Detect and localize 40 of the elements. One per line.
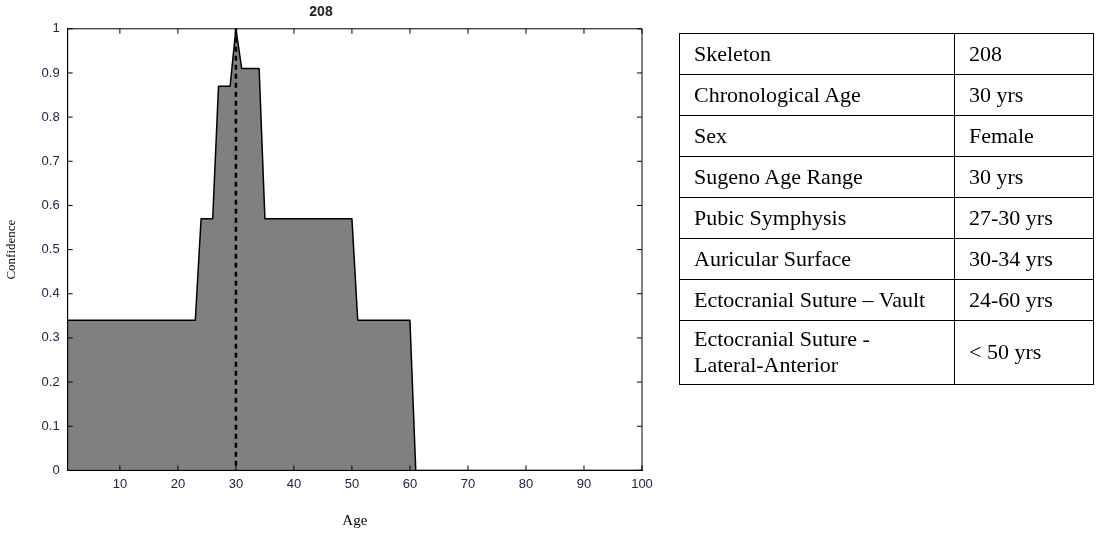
y-tick-label: 0.3 <box>41 329 60 345</box>
y-axis-title: Confidence <box>3 219 19 280</box>
x-tick-label: 40 <box>286 475 302 491</box>
category-label: Skeleton <box>679 33 955 75</box>
x-tick-label: 80 <box>518 475 534 491</box>
text: 208 <box>969 40 1002 66</box>
y-tick-label: 0.7 <box>41 152 60 168</box>
y-tick-label: 0.4 <box>41 285 60 301</box>
category-label: Sex <box>679 115 955 157</box>
text: 30 yrs <box>969 81 1024 107</box>
y-tick-label: 1 <box>52 20 60 36</box>
x-tick-label: 70 <box>460 475 476 491</box>
x-tick-label: 20 <box>170 475 186 491</box>
y-tick-label: 0 <box>52 461 60 477</box>
x-tick-label: 100 <box>631 475 653 491</box>
chart-title: 208 <box>309 3 333 20</box>
y-tick-label: 0.6 <box>41 197 60 213</box>
x-axis-title: Age <box>342 511 368 528</box>
category-label: Chronological Age <box>679 74 955 116</box>
x-tick-label: 60 <box>402 475 418 491</box>
text: 24-60 yrs <box>969 286 1053 312</box>
y-tick-label: 0.2 <box>41 373 60 389</box>
text: 30-34 yrs <box>969 245 1053 271</box>
category-label: Ectocranial Suture - Lateral-Anterior <box>679 320 955 385</box>
x-tick-label: 90 <box>576 475 592 491</box>
x-tick-label: 10 <box>112 475 128 491</box>
text: 27-30 yrs <box>969 204 1053 230</box>
text: < 50 yrs <box>969 339 1042 365</box>
category-label: Sugeno Age Range <box>679 156 955 198</box>
category-label: Pubic Symphysis <box>679 197 955 239</box>
category-label: Auricular Surface <box>679 238 955 280</box>
y-tick-label: 0.5 <box>41 241 60 257</box>
text: 30 yrs <box>969 163 1024 189</box>
y-tick-label: 0.1 <box>41 417 60 433</box>
category-label: Ectocranial Suture – Vault <box>679 279 955 321</box>
y-tick-label: 0.8 <box>41 108 60 124</box>
x-tick-label: 50 <box>344 475 360 491</box>
y-tick-label: 0.9 <box>41 64 60 80</box>
text: Female <box>969 122 1034 148</box>
x-tick-label: 30 <box>228 475 244 491</box>
